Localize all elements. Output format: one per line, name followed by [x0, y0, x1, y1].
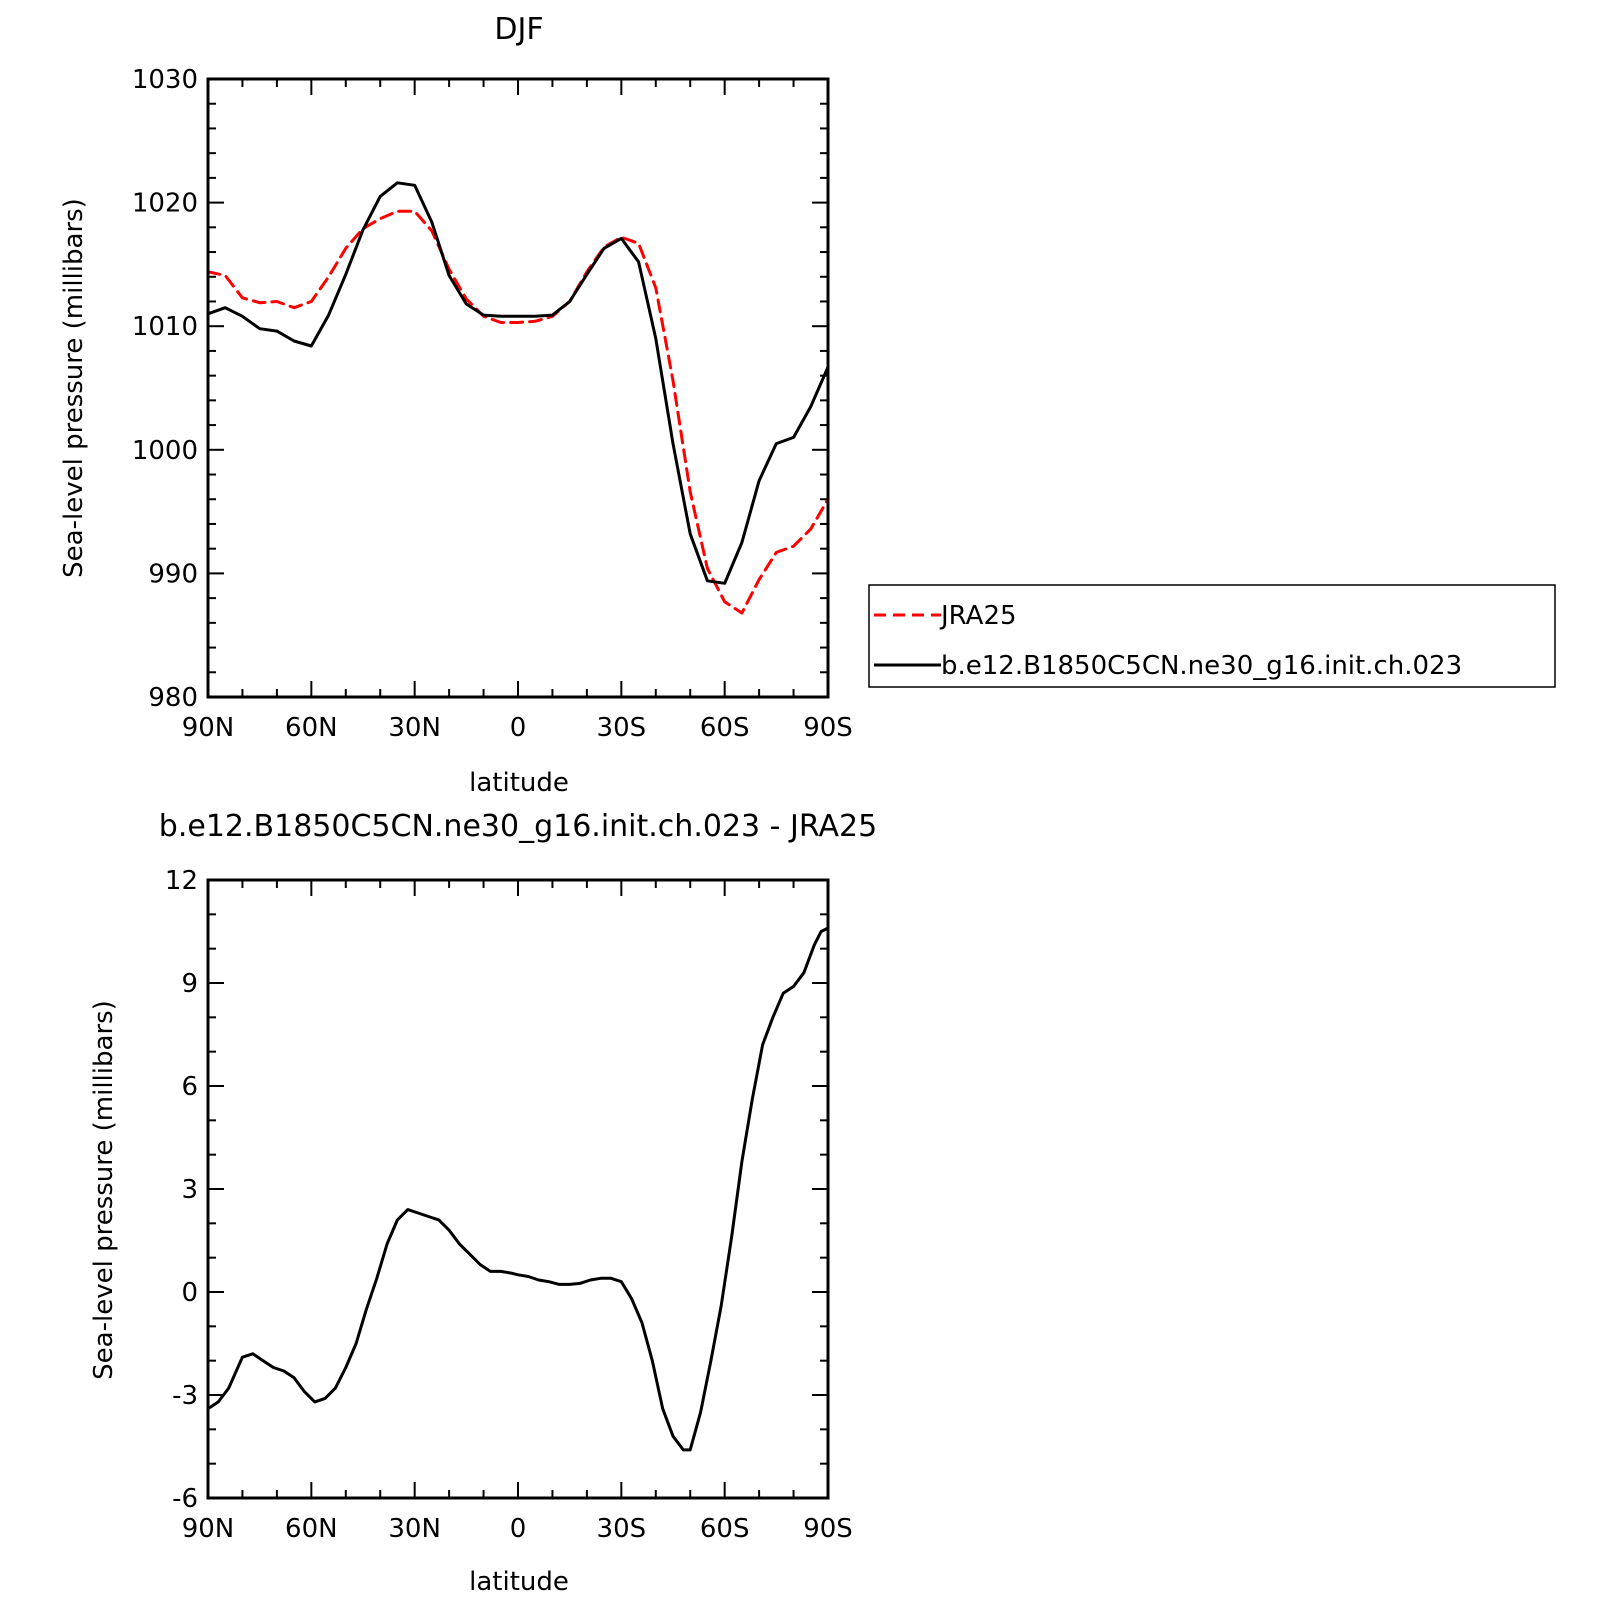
chart-bottom-y-tick-label: -6: [172, 1484, 198, 1514]
legend: JRA25 b.e12.B1850C5CN.ne30_g16.init.ch.0…: [868, 584, 1556, 688]
chart-top-series-line-model: [206, 181, 830, 585]
chart-top: DJF 980 990 1000 1010 1020 1030 90N 60N 30N 0 30S…: [59, 12, 1556, 798]
chart-bottom-x-tick-label: 60S: [700, 1514, 750, 1544]
chart-bottom-x-tick-label: 90N: [182, 1514, 235, 1544]
legend-box: [868, 584, 1556, 688]
chart-top-x-tick-label: 0: [510, 713, 527, 743]
chart-bottom-series-line-model: [206, 926, 830, 1452]
chart-top-ticks: [207, 78, 829, 698]
chart-top-y-tick-label: 1030: [132, 65, 198, 95]
chart-top-x-tick-label: 30S: [597, 713, 647, 743]
chart-top-x-axis-title: latitude: [469, 768, 569, 798]
chart-top-plot-frame: [206, 77, 830, 699]
legend-label-jra25: JRA25: [939, 601, 1017, 631]
chart-bottom-y-tick-label: 9: [181, 969, 198, 999]
chart-top-x-tick-label: 90N: [182, 713, 235, 743]
chart-top-y-tick-label: 990: [148, 559, 198, 589]
chart-top-y-tick-label: 1020: [132, 189, 198, 219]
chart-bottom-x-tick-label: 30S: [597, 1514, 647, 1544]
chart-bottom-y-tick-label: 12: [165, 866, 198, 896]
chart-bottom-x-tick-labels: 90N 60N 30N 0 30S 60S 90S: [182, 1514, 853, 1544]
chart-bottom-y-tick-labels: -6 -3 0 3 6 9 12: [165, 866, 198, 1514]
chart-bottom-y-tick-label: 6: [181, 1072, 198, 1102]
chart-top-x-tick-labels: 90N 60N 30N 0 30S 60S 90S: [182, 713, 853, 743]
chart-top-y-tick-label: 980: [148, 683, 198, 713]
chart-top-y-tick-label: 1010: [132, 312, 198, 342]
chart-top-y-tick-label: 1000: [132, 436, 198, 466]
chart-bottom-series: [206, 926, 830, 1452]
chart-top-y-axis-title: Sea-level pressure (millibars): [59, 198, 89, 578]
chart-top-x-tick-label: 30N: [388, 713, 441, 743]
chart-bottom-plot-frame: [206, 878, 830, 1500]
chart-bottom-title: b.e12.B1850C5CN.ne30_g16.init.ch.023 - J…: [159, 809, 877, 844]
chart-bottom-y-tick-label: 3: [181, 1175, 198, 1205]
chart-top-x-tick-label: 60S: [700, 713, 750, 743]
chart-bottom-ticks: [207, 879, 829, 1499]
chart-bottom-x-tick-label: 90S: [803, 1514, 853, 1544]
legend-label-model: b.e12.B1850C5CN.ne30_g16.init.ch.023: [941, 651, 1462, 681]
chart-top-series-line-jra25: [206, 209, 830, 615]
chart-bottom-y-tick-label: 0: [181, 1278, 198, 1308]
chart-top-series: [206, 181, 830, 615]
chart-bottom: b.e12.B1850C5CN.ne30_g16.init.ch.023 - J…: [89, 809, 877, 1597]
chart-top-x-tick-label: 90S: [803, 713, 853, 743]
chart-bottom-y-tick-label: -3: [172, 1381, 198, 1411]
chart-bottom-x-tick-label: 60N: [285, 1514, 338, 1544]
chart-bottom-x-tick-label: 0: [510, 1514, 527, 1544]
chart-bottom-y-axis-title: Sea-level pressure (millibars): [89, 1000, 119, 1380]
chart-bottom-x-axis-title: latitude: [469, 1567, 569, 1597]
chart-top-title: DJF: [494, 12, 543, 47]
chart-top-x-tick-label: 60N: [285, 713, 338, 743]
chart-bottom-x-tick-label: 30N: [388, 1514, 441, 1544]
chart-top-y-tick-labels: 980 990 1000 1010 1020 1030: [132, 65, 198, 713]
